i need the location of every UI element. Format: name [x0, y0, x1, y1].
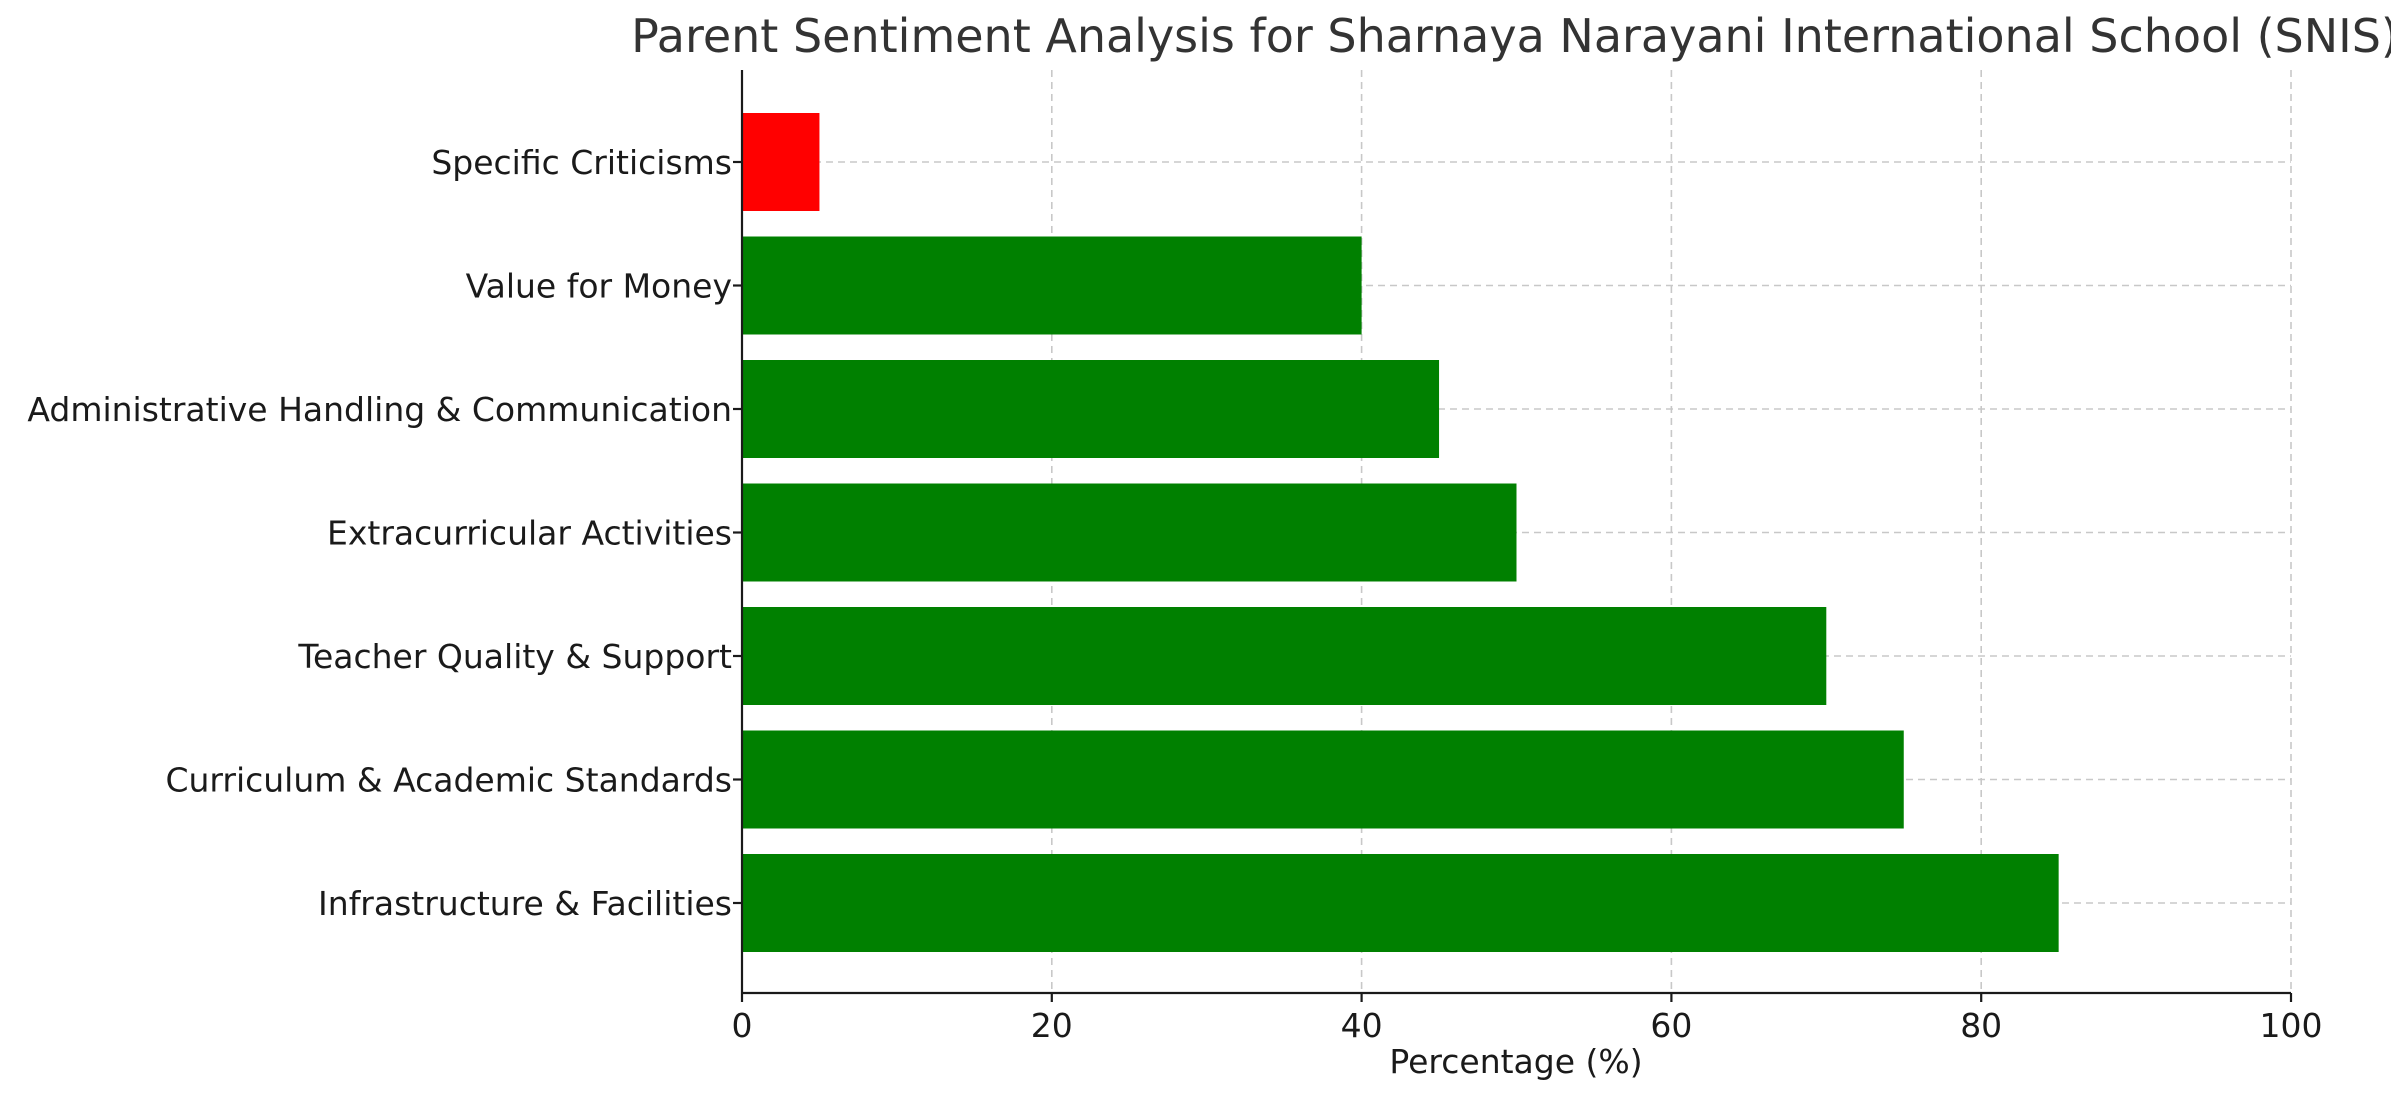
y-tick-label: Value for Money	[466, 267, 732, 306]
x-tick-label: 80	[1960, 1006, 2002, 1045]
x-tick-label: 100	[2260, 1006, 2323, 1045]
chart-title: Parent Sentiment Analysis for Sharnaya N…	[631, 9, 2391, 63]
bar	[742, 113, 820, 211]
bar	[742, 236, 1362, 335]
x-tick-label: 0	[732, 1006, 753, 1045]
x-tick-label: 40	[1341, 1006, 1383, 1045]
y-tick-label: Curriculum & Academic Standards	[165, 761, 732, 800]
x-ticks: 0 20 40 60 80 100	[732, 993, 2323, 1045]
bar	[742, 360, 1440, 458]
y-ticks: Infrastructure & Facilities Curriculum & …	[27, 143, 742, 923]
x-tick-label: 20	[1031, 1006, 1073, 1045]
bars	[742, 113, 2059, 952]
y-tick-label: Extracurricular Activities	[327, 514, 732, 553]
bar	[742, 730, 1904, 829]
y-tick-label: Specific Criticisms	[431, 143, 732, 182]
y-tick-label: Administrative Handling & Communication	[27, 390, 732, 429]
y-tick-label: Teacher Quality & Support	[297, 637, 732, 676]
bar	[742, 607, 1827, 705]
x-axis-label: Percentage (%)	[1389, 1042, 1642, 1081]
y-tick-label: Infrastructure & Facilities	[318, 884, 732, 923]
bar	[742, 483, 1517, 582]
x-tick-label: 60	[1650, 1006, 1692, 1045]
bar	[742, 854, 2059, 952]
